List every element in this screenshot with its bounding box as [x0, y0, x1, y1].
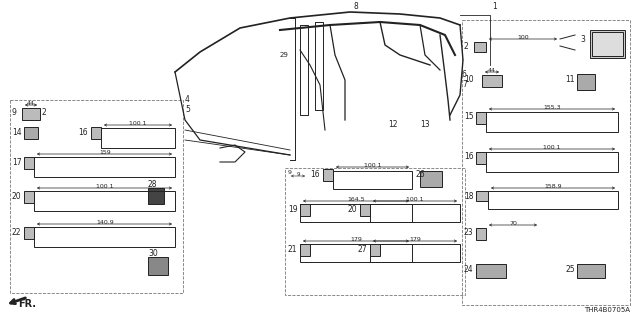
Text: 12: 12: [388, 120, 397, 129]
Text: 100 1: 100 1: [364, 163, 381, 168]
Bar: [486, 152, 618, 172]
Text: 29: 29: [280, 52, 289, 58]
Text: 100 1: 100 1: [406, 197, 424, 202]
Text: 8: 8: [353, 2, 358, 11]
Bar: [476, 228, 486, 240]
Text: 158.9: 158.9: [544, 184, 562, 189]
Bar: [300, 204, 310, 216]
Bar: [592, 32, 623, 56]
Bar: [101, 128, 175, 148]
Text: 24: 24: [464, 265, 474, 274]
Text: 9: 9: [296, 172, 300, 177]
Bar: [482, 75, 502, 87]
Bar: [488, 191, 618, 209]
Bar: [590, 30, 625, 58]
Text: FR.: FR.: [18, 299, 36, 309]
Text: 1: 1: [492, 2, 497, 11]
Bar: [300, 244, 412, 262]
Text: 10: 10: [464, 75, 474, 84]
Bar: [370, 244, 380, 256]
Bar: [34, 191, 175, 211]
Text: 159: 159: [99, 150, 111, 155]
Text: 13: 13: [420, 120, 429, 129]
Text: THR4B0705A: THR4B0705A: [584, 307, 630, 313]
Bar: [474, 42, 486, 52]
Bar: [486, 112, 618, 132]
Bar: [577, 264, 605, 278]
Text: 11: 11: [565, 75, 575, 84]
Text: 3: 3: [580, 35, 585, 44]
Text: 17: 17: [12, 158, 22, 167]
Bar: [24, 191, 34, 203]
Bar: [370, 204, 460, 222]
Bar: [420, 171, 442, 187]
Bar: [476, 191, 488, 201]
Bar: [476, 152, 486, 164]
Bar: [91, 127, 101, 139]
Text: 19: 19: [288, 205, 298, 214]
Text: 70: 70: [509, 221, 517, 226]
Text: 100 1: 100 1: [543, 145, 561, 150]
Text: 140.9: 140.9: [96, 220, 114, 225]
Text: 28: 28: [148, 180, 157, 189]
Text: 155.3: 155.3: [543, 105, 561, 110]
Bar: [300, 204, 412, 222]
Text: 9: 9: [12, 108, 17, 117]
Text: 15: 15: [464, 112, 474, 121]
Text: 179: 179: [350, 237, 362, 242]
Text: 100 1: 100 1: [129, 121, 147, 126]
Text: 22: 22: [12, 228, 22, 237]
Text: 20: 20: [348, 205, 358, 214]
Text: 9: 9: [288, 170, 292, 175]
Text: 16: 16: [464, 152, 474, 161]
Bar: [476, 264, 506, 278]
Text: 27: 27: [358, 245, 367, 254]
Text: 44: 44: [27, 101, 35, 106]
Bar: [24, 127, 38, 139]
Text: 6: 6: [462, 70, 467, 79]
Bar: [300, 244, 310, 256]
Bar: [476, 112, 486, 124]
Text: 16: 16: [78, 128, 88, 137]
Bar: [10, 100, 183, 293]
Bar: [285, 168, 465, 295]
Bar: [360, 204, 370, 216]
Bar: [24, 157, 34, 169]
Bar: [462, 20, 630, 305]
Text: 25: 25: [565, 265, 575, 274]
Text: 164.5: 164.5: [347, 197, 365, 202]
Bar: [34, 227, 175, 247]
Text: 2: 2: [464, 42, 468, 51]
Text: 4: 4: [185, 95, 190, 104]
Text: 5: 5: [185, 105, 190, 114]
Text: 2: 2: [42, 108, 47, 117]
Bar: [148, 188, 164, 204]
Text: 20: 20: [12, 192, 22, 201]
Text: 30: 30: [148, 249, 157, 258]
Text: 179: 179: [409, 237, 421, 242]
Text: 16: 16: [310, 170, 319, 179]
Bar: [323, 169, 333, 181]
Bar: [577, 74, 595, 90]
Bar: [22, 108, 40, 120]
Text: 18: 18: [464, 192, 474, 201]
Text: 14: 14: [12, 128, 22, 137]
Text: 23: 23: [464, 228, 474, 237]
Bar: [34, 157, 175, 177]
Text: 44: 44: [488, 68, 496, 73]
Text: 100: 100: [517, 35, 529, 40]
Bar: [333, 171, 412, 189]
Text: 21: 21: [288, 245, 298, 254]
Text: 100 1: 100 1: [96, 184, 114, 189]
Bar: [24, 227, 34, 239]
Bar: [148, 257, 168, 275]
Bar: [370, 244, 460, 262]
Text: 26: 26: [416, 170, 426, 179]
Text: 7: 7: [462, 80, 467, 89]
